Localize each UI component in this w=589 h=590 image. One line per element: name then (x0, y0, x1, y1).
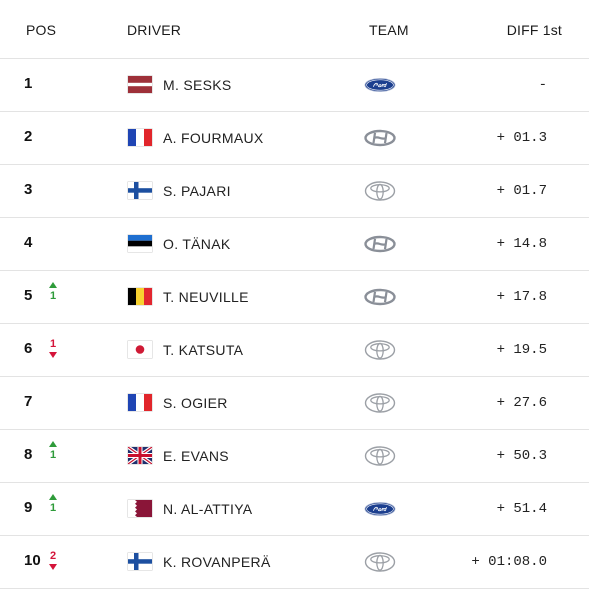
arrow-up-icon (49, 282, 57, 288)
table-row[interactable]: 10 2 K. ROVANPERÄ + 01:08.0 (0, 536, 589, 589)
position-change-value: 1 (49, 502, 57, 514)
position-number: 3 (24, 181, 33, 198)
position-gain-indicator: 1 (46, 441, 60, 461)
time-difference: + 27.6 (496, 395, 547, 411)
hyundai-logo (364, 127, 396, 149)
column-header-team[interactable]: TEAM (369, 22, 409, 38)
france-flag (128, 394, 152, 411)
japan-flag (128, 341, 152, 358)
driver-name[interactable]: S. PAJARI (163, 183, 231, 199)
position-change-value: 1 (49, 449, 57, 461)
time-difference: - (538, 77, 547, 93)
driver-name[interactable]: M. SESKS (163, 77, 232, 93)
position-number: 10 (24, 552, 41, 569)
position-gain-indicator: 1 (46, 494, 60, 514)
toyota-logo (364, 392, 396, 414)
results-table-header: POS DRIVER TEAM DIFF 1st (0, 0, 589, 59)
table-row[interactable]: 3 S. PAJARI + 01.7 (0, 165, 589, 218)
estonia-flag (128, 235, 152, 252)
arrow-up-icon (49, 441, 57, 447)
position-number: 5 (24, 287, 33, 304)
position-loss-indicator: 1 (46, 338, 60, 358)
position-number: 4 (24, 234, 33, 251)
position-number: 7 (24, 393, 33, 410)
position-number: 6 (24, 340, 33, 357)
time-difference: + 17.8 (496, 289, 547, 305)
driver-name[interactable]: O. TÄNAK (163, 236, 231, 252)
hyundai-logo (364, 233, 396, 255)
ford-logo (364, 74, 396, 96)
driver-name[interactable]: N. AL-ATTIYA (163, 501, 253, 517)
position-change-value: 1 (49, 290, 57, 302)
time-difference: + 01:08.0 (471, 554, 547, 570)
driver-name[interactable]: E. EVANS (163, 448, 229, 464)
toyota-logo (364, 551, 396, 573)
table-row[interactable]: 1 M. SESKS - (0, 59, 589, 112)
arrow-down-icon (49, 352, 57, 358)
column-header-diff[interactable]: DIFF 1st (506, 22, 562, 38)
uk-flag (128, 447, 152, 464)
time-difference: + 14.8 (496, 236, 547, 252)
position-number: 2 (24, 128, 33, 145)
driver-name[interactable]: T. KATSUTA (163, 342, 244, 358)
column-header-pos[interactable]: POS (26, 22, 57, 38)
time-difference: + 19.5 (496, 342, 547, 358)
ford-logo (364, 498, 396, 520)
finland-flag (128, 553, 152, 570)
driver-name[interactable]: A. FOURMAUX (163, 130, 264, 146)
table-row[interactable]: 2 A. FOURMAUX + 01.3 (0, 112, 589, 165)
column-header-driver[interactable]: DRIVER (127, 22, 182, 38)
position-gain-indicator: 1 (46, 282, 60, 302)
latvia-flag (128, 76, 152, 93)
table-row[interactable]: 9 1 N. AL-ATTIYA + 51.4 (0, 483, 589, 536)
table-row[interactable]: 7 S. OGIER + 27.6 (0, 377, 589, 430)
finland-flag (128, 182, 152, 199)
arrow-down-icon (49, 564, 57, 570)
position-number: 8 (24, 446, 33, 463)
table-row[interactable]: 8 1 E. EVANS + 50.3 (0, 430, 589, 483)
driver-name[interactable]: K. ROVANPERÄ (163, 554, 271, 570)
driver-name[interactable]: S. OGIER (163, 395, 228, 411)
arrow-up-icon (49, 494, 57, 500)
time-difference: + 01.7 (496, 183, 547, 199)
table-row[interactable]: 5 1 T. NEUVILLE + 17.8 (0, 271, 589, 324)
qatar-flag (128, 500, 152, 517)
toyota-logo (364, 180, 396, 202)
toyota-logo (364, 339, 396, 361)
position-number: 9 (24, 499, 33, 516)
driver-name[interactable]: T. NEUVILLE (163, 289, 249, 305)
position-change-value: 1 (49, 338, 57, 350)
position-number: 1 (24, 75, 33, 92)
table-row[interactable]: 6 1 T. KATSUTA + 19.5 (0, 324, 589, 377)
position-change-value: 2 (49, 550, 57, 562)
time-difference: + 50.3 (496, 448, 547, 464)
belgium-flag (128, 288, 152, 305)
time-difference: + 01.3 (496, 130, 547, 146)
france-flag (128, 129, 152, 146)
table-row[interactable]: 4 O. TÄNAK + 14.8 (0, 218, 589, 271)
position-loss-indicator: 2 (46, 550, 60, 570)
toyota-logo (364, 445, 396, 467)
hyundai-logo (364, 286, 396, 308)
time-difference: + 51.4 (496, 501, 547, 517)
